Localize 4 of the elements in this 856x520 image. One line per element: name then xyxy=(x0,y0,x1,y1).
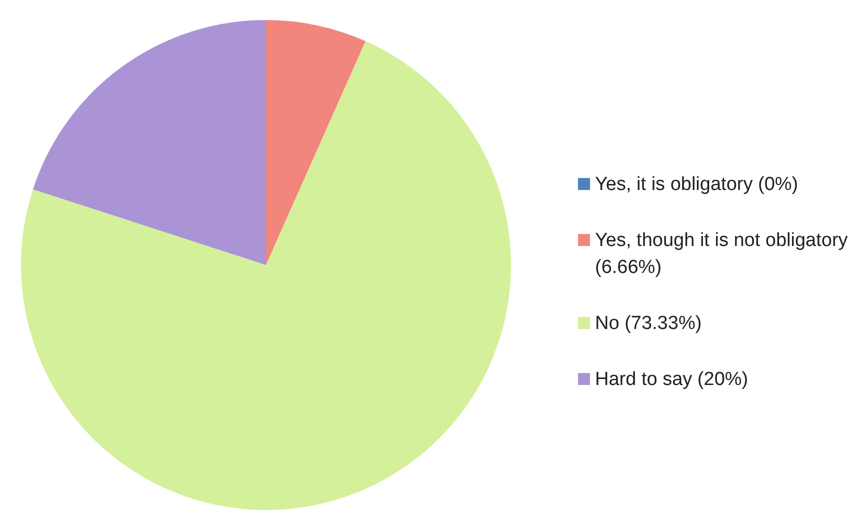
legend-label: No (73.33%) xyxy=(595,312,702,336)
legend-label: Yes, it is obligatory (0%) xyxy=(595,173,798,197)
legend-label: Yes, though it is not obligatory (6.66%) xyxy=(595,229,848,280)
legend-label: Hard to say (20%) xyxy=(595,368,748,392)
